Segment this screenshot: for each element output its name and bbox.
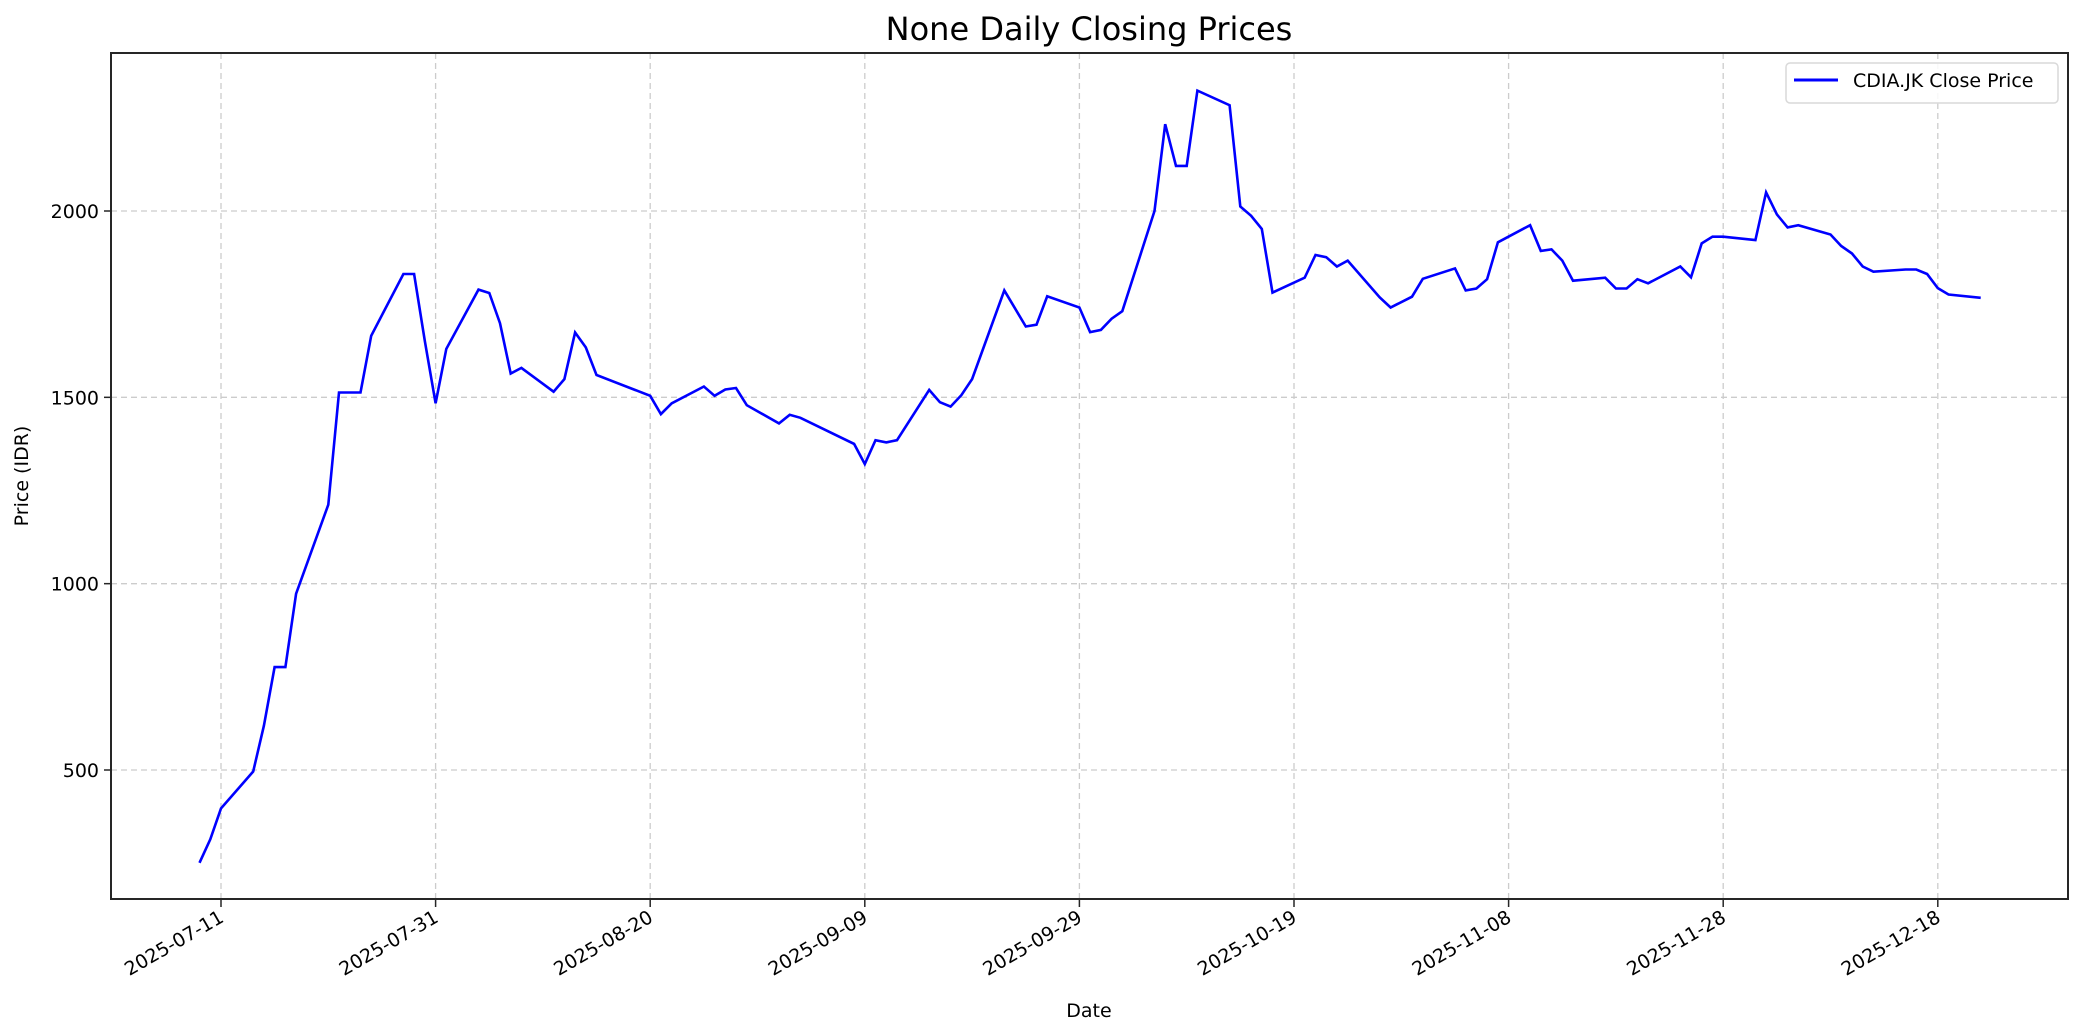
- x-axis-label: Date: [1066, 1000, 1111, 1022]
- price-line-series: [198, 88, 1981, 864]
- legend-label: CDIA.JK Close Price: [1853, 70, 2033, 92]
- y-axis-ticks: 500 1000 1500 2000: [51, 201, 111, 782]
- y-tick-label: 500: [63, 760, 99, 782]
- y-tick-label: 1500: [51, 387, 99, 409]
- legend: CDIA.JK Close Price: [1785, 62, 2059, 104]
- legend-box: [1785, 62, 2059, 104]
- y-tick-label: 2000: [51, 201, 99, 223]
- plot-area: [198, 88, 1981, 864]
- axes-frame: [110, 52, 2069, 900]
- chart-title: None Daily Closing Prices: [886, 10, 1293, 48]
- y-tick-label: 1000: [51, 574, 99, 596]
- grid-lines: [111, 53, 2068, 899]
- y-axis-label: Price (IDR): [11, 426, 33, 527]
